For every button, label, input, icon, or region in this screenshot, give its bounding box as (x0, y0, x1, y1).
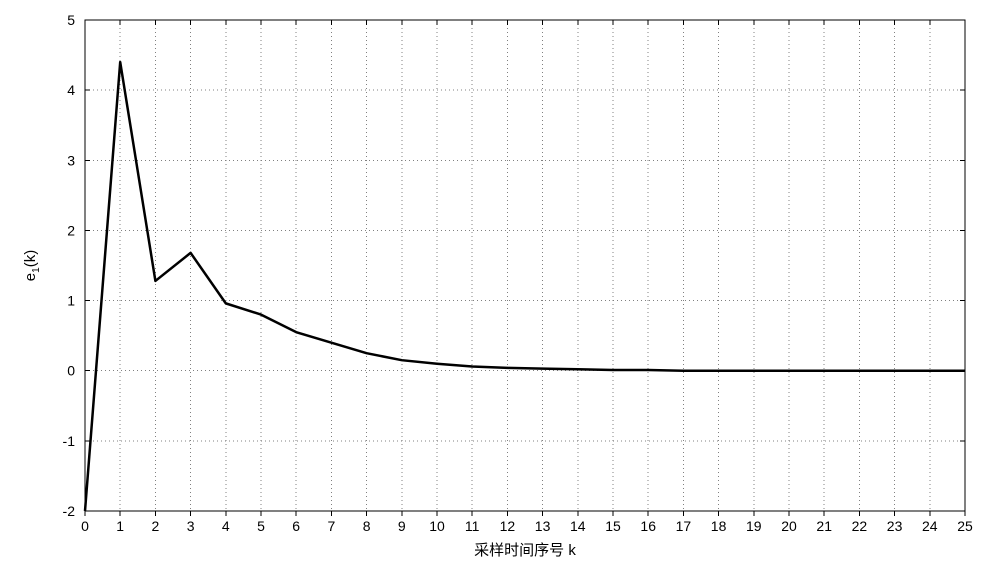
y-tick-label: 2 (67, 222, 75, 238)
x-tick-label: 23 (887, 518, 903, 534)
x-tick-label: 12 (500, 518, 516, 534)
y-tick-label: 0 (67, 363, 75, 379)
x-tick-label: 20 (781, 518, 797, 534)
x-tick-label: 6 (292, 518, 300, 534)
chart-container: 0123456789101112131415161718192021222324… (0, 0, 1000, 571)
y-tick-label: 4 (67, 82, 75, 98)
x-tick-label: 10 (429, 518, 445, 534)
x-tick-label: 17 (676, 518, 692, 534)
x-tick-label: 9 (398, 518, 406, 534)
line-chart: 0123456789101112131415161718192021222324… (0, 0, 1000, 571)
x-axis-label: 采样时间序号 k (474, 542, 576, 559)
x-tick-label: 25 (957, 518, 973, 534)
x-tick-label: 8 (363, 518, 371, 534)
x-tick-label: 16 (640, 518, 656, 534)
x-tick-label: 14 (570, 518, 586, 534)
x-tick-label: 5 (257, 518, 265, 534)
x-tick-label: 18 (711, 518, 727, 534)
y-tick-label: -2 (63, 503, 76, 519)
y-tick-label: 1 (67, 293, 75, 309)
x-tick-label: 0 (81, 518, 89, 534)
y-tick-label: -1 (63, 433, 76, 449)
y-axis-label: e1(k) (22, 250, 42, 281)
x-tick-label: 22 (852, 518, 868, 534)
y-tick-label: 5 (67, 12, 75, 28)
y-tick-label: 3 (67, 152, 75, 168)
x-tick-label: 4 (222, 518, 230, 534)
x-tick-label: 11 (465, 518, 480, 534)
x-tick-label: 7 (328, 518, 336, 534)
x-tick-label: 24 (922, 518, 938, 534)
x-tick-label: 2 (152, 518, 160, 534)
x-tick-label: 21 (816, 518, 832, 534)
x-tick-label: 19 (746, 518, 762, 534)
x-tick-label: 1 (116, 518, 124, 534)
x-tick-label: 15 (605, 518, 621, 534)
x-tick-label: 13 (535, 518, 551, 534)
x-tick-label: 3 (187, 518, 195, 534)
data-series-line (85, 62, 965, 511)
